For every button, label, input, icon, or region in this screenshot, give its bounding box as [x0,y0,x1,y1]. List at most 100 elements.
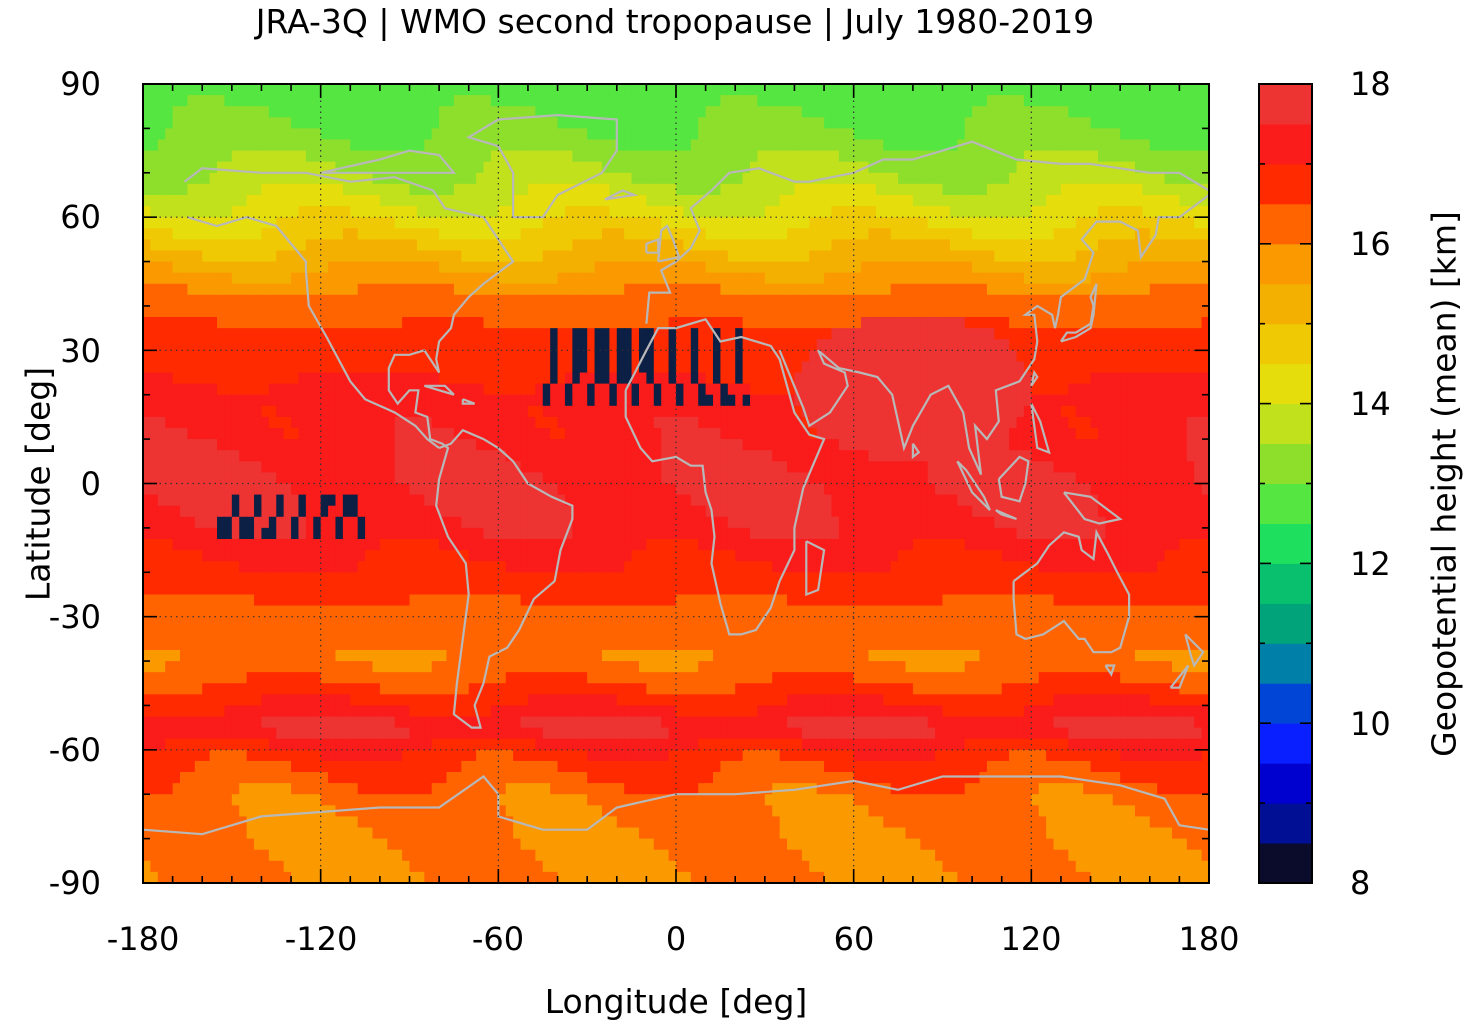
heatmap-cell [1090,339,1099,351]
heatmap-cell [550,217,559,229]
heatmap-cell [720,128,729,141]
heatmap-cell [409,394,418,407]
heatmap-cell [705,261,714,274]
heatmap-cell [305,228,314,240]
heatmap-cell [224,194,233,207]
heatmap-cell [416,394,425,407]
heatmap-cell [394,350,403,363]
heatmap-cell [1083,350,1092,363]
heatmap-cell [165,95,174,107]
heatmap-cell [1171,416,1180,429]
heatmap-cell [735,228,744,240]
heatmap-cell [668,372,677,385]
heatmap-cell [520,95,529,107]
heatmap-cell [180,416,189,429]
heatmap-cell [838,328,847,340]
heatmap-cell [935,361,944,374]
heatmap-cell [476,439,485,451]
heatmap-cell [1134,161,1143,174]
heatmap-cell [490,128,499,141]
heatmap-cell [239,228,248,240]
heatmap-cell [609,372,618,385]
heatmap-cell [209,150,218,163]
heatmap-cell [1127,428,1136,440]
heatmap-cell [942,350,951,363]
heatmap-cell [757,183,766,196]
heatmap-cell [231,361,240,374]
heatmap-cell [379,150,388,163]
heatmap-cell [638,239,647,252]
heatmap-cell [912,361,921,374]
heatmap-cell [387,461,396,474]
heatmap-cell [653,305,662,318]
heatmap-cell [416,217,425,229]
heatmap-cell [476,139,485,152]
heatmap-cell [535,139,544,152]
heatmap-cell [816,150,825,163]
heatmap-cell [809,217,818,229]
heatmap-cell [631,206,640,218]
heatmap-cell [1060,161,1069,174]
heatmap-cell [846,439,855,451]
heatmap-cell [564,350,573,363]
heatmap-cell [468,206,477,218]
heatmap-cell [520,161,529,174]
heatmap-cell [379,95,388,107]
heatmap-cell [209,172,218,185]
heatmap-cell [416,461,425,474]
heatmap-cell [727,461,736,474]
heatmap-cell [883,283,892,296]
heatmap-cell [764,328,773,340]
heatmap-cell [587,228,596,240]
heatmap-cell [1068,450,1077,462]
heatmap-cell [424,339,433,351]
heatmap-cell [572,350,581,363]
heatmap-cell [350,328,359,340]
heatmap-cell [1031,183,1040,196]
heatmap-cell [276,328,285,340]
heatmap-cell [350,461,359,474]
heatmap-cell [1016,317,1025,329]
heatmap-cell [513,128,522,141]
heatmap-cell [1075,194,1084,207]
heatmap-cell [1083,272,1092,285]
heatmap-cell [1142,183,1151,196]
heatmap-cell [831,383,840,396]
heatmap-cell [476,383,485,396]
heatmap-cell [542,283,551,296]
heatmap-cell [350,139,359,152]
heatmap-cell [972,117,981,129]
heatmap-cell [298,261,307,274]
heatmap-cell [550,139,559,152]
heatmap-cell [838,139,847,152]
heatmap-cell [180,294,189,307]
heatmap-cell [194,150,203,163]
heatmap-cell [564,106,573,118]
heatmap-cell [787,439,796,451]
heatmap-cell [801,428,810,440]
heatmap-cell [779,95,788,107]
heatmap-cell [601,305,610,318]
heatmap-cell [638,339,647,351]
heatmap-cell [357,206,366,218]
heatmap-cell [143,283,151,296]
heatmap-cell [1142,439,1151,451]
heatmap-cell [898,405,907,418]
heatmap-cell [550,161,559,174]
heatmap-cell [683,161,692,174]
heatmap-cell [705,383,714,396]
heatmap-cell [572,172,581,185]
heatmap-cell [1060,106,1069,118]
heatmap-cell [1201,450,1209,462]
heatmap-cell [1068,305,1077,318]
heatmap-cell [816,206,825,218]
heatmap-cell [424,239,433,252]
heatmap-cell [357,161,366,174]
heatmap-cell [276,350,285,363]
heatmap-cell [165,305,174,318]
heatmap-cell [1016,428,1025,440]
heatmap-cell [579,372,588,385]
heatmap-cell [1112,194,1121,207]
heatmap-cell [609,183,618,196]
heatmap-cell [446,405,455,418]
